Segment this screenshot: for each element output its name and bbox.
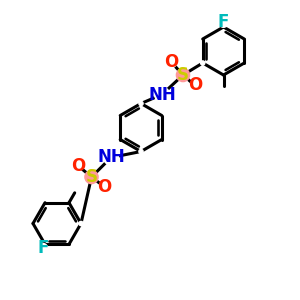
Circle shape xyxy=(154,87,169,102)
Text: F: F xyxy=(37,239,48,257)
Circle shape xyxy=(139,101,143,106)
Text: S: S xyxy=(177,66,189,84)
Text: F: F xyxy=(218,14,229,32)
Circle shape xyxy=(73,160,83,171)
Circle shape xyxy=(38,243,47,253)
Circle shape xyxy=(167,57,177,68)
Circle shape xyxy=(99,182,109,192)
Text: O: O xyxy=(164,53,179,71)
Text: NH: NH xyxy=(148,85,176,103)
Circle shape xyxy=(201,61,205,65)
Circle shape xyxy=(190,80,200,91)
Circle shape xyxy=(79,221,83,226)
Text: O: O xyxy=(188,76,202,94)
Text: O: O xyxy=(71,157,85,175)
Circle shape xyxy=(103,150,118,165)
Text: NH: NH xyxy=(97,148,125,166)
Text: S: S xyxy=(85,168,98,186)
Circle shape xyxy=(176,68,190,82)
Circle shape xyxy=(219,18,228,27)
Text: O: O xyxy=(97,178,111,196)
Circle shape xyxy=(85,170,98,184)
Circle shape xyxy=(139,149,143,154)
